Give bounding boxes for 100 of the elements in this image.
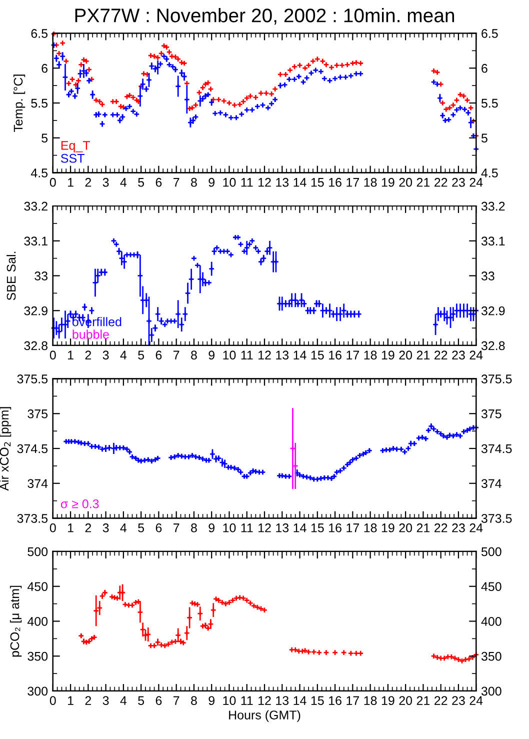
y-tick-label: 5.5 bbox=[31, 98, 48, 108]
y-tick-label: 5 bbox=[42, 134, 48, 143]
x-tick-label: 11 bbox=[241, 178, 253, 187]
x-tick-label: 20 bbox=[399, 523, 412, 532]
x-tick-label: 14 bbox=[294, 524, 306, 532]
x-tick-label: 17 bbox=[346, 178, 359, 187]
y2-tick-label: 374.5 bbox=[481, 444, 512, 454]
x-tick-label: 11 bbox=[241, 350, 253, 360]
x-tick-label: 12 bbox=[258, 350, 271, 360]
x-tick-label: 9 bbox=[208, 350, 214, 360]
x-tick-label: 19 bbox=[382, 696, 394, 706]
x-tick-label: 4 bbox=[120, 350, 127, 360]
x-tick-label: 14 bbox=[294, 178, 306, 187]
x-tick-label: 19 bbox=[382, 178, 394, 187]
y-tick-label: 33.2 bbox=[24, 202, 48, 211]
x-tick-label: 15 bbox=[311, 350, 324, 360]
y2-tick-label: 375 bbox=[481, 409, 502, 418]
x-tick-label: 18 bbox=[364, 696, 377, 706]
x-tick-label: 13 bbox=[276, 523, 289, 532]
y2-tick-label: 32.9 bbox=[481, 306, 505, 316]
x-axis-title: Hours (GMT) bbox=[229, 710, 300, 722]
x-tick-label: 18 bbox=[364, 350, 377, 360]
x-tick-label: 23 bbox=[452, 350, 465, 360]
x-tick-label: 22 bbox=[434, 178, 448, 187]
y2-tick-label: 33 bbox=[481, 272, 494, 280]
y2-tick-label: 374 bbox=[481, 479, 502, 488]
x-tick-label: 15 bbox=[311, 696, 324, 706]
x-tick-label: 13 bbox=[276, 178, 289, 187]
x-tick-label: 1 bbox=[68, 524, 74, 532]
x-tick-label: 10 bbox=[223, 350, 236, 360]
y-tick-label: 500 bbox=[28, 547, 48, 556]
x-tick-label: 24 bbox=[470, 178, 483, 187]
y-tick-label: 350 bbox=[28, 652, 48, 661]
x-tick-label: 11 bbox=[241, 696, 253, 705]
x-tick-label: 15 bbox=[311, 178, 324, 187]
x-tick-label: 23 bbox=[452, 178, 465, 187]
x-tick-label: 21 bbox=[416, 350, 430, 360]
x-tick-label: 3 bbox=[102, 350, 109, 360]
x-tick-label: 7 bbox=[174, 696, 180, 705]
x-tick-label: 18 bbox=[364, 523, 377, 532]
legend-label: bubble bbox=[72, 330, 109, 339]
x-tick-label: 17 bbox=[346, 696, 359, 705]
y-axis-title: SBE Sal. bbox=[6, 252, 16, 300]
y-tick-label: 373.5 bbox=[17, 514, 48, 523]
x-tick-label: 5 bbox=[138, 178, 144, 187]
x-tick-label: 14 bbox=[294, 350, 306, 360]
x-tick-label: 16 bbox=[329, 523, 342, 532]
x-tick-label: 19 bbox=[382, 350, 394, 360]
x-tick-label: 22 bbox=[434, 523, 448, 532]
x-tick-label: 5 bbox=[138, 696, 144, 706]
x-tick-label: 21 bbox=[416, 178, 430, 187]
x-tick-label: 1 bbox=[68, 696, 74, 705]
y2-tick-label: 6.5 bbox=[482, 29, 498, 38]
x-tick-label: 12 bbox=[258, 696, 271, 705]
y-tick-label: 4.5 bbox=[30, 168, 48, 178]
y2-tick-label: 350 bbox=[481, 652, 502, 661]
x-tick-label: 20 bbox=[399, 696, 412, 706]
x-tick-label: 3 bbox=[102, 178, 109, 187]
x-tick-label: 7 bbox=[174, 178, 180, 187]
x-tick-label: 12 bbox=[258, 523, 271, 532]
x-tick-label: 10 bbox=[223, 696, 236, 706]
y2-tick-label: 400 bbox=[481, 617, 502, 626]
x-tick-label: 6 bbox=[156, 350, 162, 360]
x-tick-label: 10 bbox=[223, 178, 236, 187]
x-tick-label: 7 bbox=[174, 350, 180, 360]
x-tick-label: 6 bbox=[156, 523, 162, 532]
x-tick-label: 0 bbox=[50, 350, 56, 360]
text: SST bbox=[60, 154, 84, 163]
y-tick-label: 375 bbox=[28, 409, 48, 418]
y-tick-label: 33.1 bbox=[24, 236, 48, 246]
x-tick-label: 9 bbox=[208, 696, 214, 706]
x-tick-label: 13 bbox=[276, 350, 289, 360]
y-tick-label: 375.5 bbox=[17, 374, 48, 384]
x-tick-label: 11 bbox=[241, 524, 253, 532]
x-tick-label: 2 bbox=[85, 696, 92, 705]
chart-title: PX77W : November 20, 2002 : 10min. mean bbox=[75, 8, 454, 25]
y-tick-label: 374.5 bbox=[17, 444, 48, 454]
x-tick-label: 23 bbox=[452, 696, 465, 706]
x-tick-label: 0 bbox=[50, 178, 56, 187]
x-tick-label: 24 bbox=[470, 350, 483, 360]
x-tick-label: 7 bbox=[174, 524, 180, 532]
x-tick-label: 16 bbox=[329, 350, 342, 360]
x-tick-label: 16 bbox=[329, 696, 342, 706]
y-tick-label: 33 bbox=[34, 272, 48, 280]
y2-tick-label: 33.1 bbox=[481, 236, 505, 246]
x-tick-label: 17 bbox=[346, 350, 359, 360]
x-tick-label: 18 bbox=[364, 178, 377, 187]
x-tick-label: 1 bbox=[68, 178, 74, 187]
x-tick-label: 23 bbox=[452, 523, 465, 532]
y2-tick-label: 375.5 bbox=[481, 374, 512, 384]
x-tick-label: 3 bbox=[102, 696, 109, 706]
x-tick-label: 6 bbox=[156, 696, 162, 706]
y2-tick-label: 32.8 bbox=[481, 341, 505, 350]
x-tick-label: 24 bbox=[470, 696, 483, 705]
x-tick-label: 1 bbox=[68, 350, 74, 360]
y-tick-label: 450 bbox=[27, 582, 48, 592]
x-tick-label: 4 bbox=[120, 524, 127, 532]
y-tick-label: 32.8 bbox=[24, 341, 48, 350]
y-axis-title: Temp. [°C] bbox=[13, 74, 26, 132]
text: Eq_T bbox=[61, 141, 90, 152]
